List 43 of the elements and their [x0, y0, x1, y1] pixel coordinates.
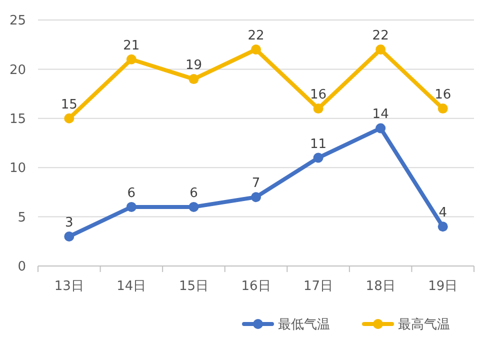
point	[251, 44, 261, 55]
point	[188, 74, 199, 84]
x-tick-label: 15日	[178, 279, 208, 294]
legend-label: 最低气温	[278, 318, 330, 333]
point	[313, 152, 324, 163]
data-label: 3	[65, 215, 74, 230]
y-tick-label: 0	[18, 260, 26, 275]
y-tick-label: 15	[9, 112, 26, 127]
data-label: 16	[310, 88, 327, 103]
y-tick-label: 20	[9, 62, 26, 78]
point	[126, 202, 136, 212]
data-label: 21	[123, 38, 140, 54]
data-label: 6	[190, 186, 198, 201]
point	[188, 202, 199, 212]
x-tick-label: 14日	[116, 279, 146, 294]
x-tick-label: 16日	[241, 279, 271, 294]
data-label: 16	[434, 88, 452, 103]
point	[64, 113, 74, 124]
data-label: 4	[438, 206, 447, 221]
x-tick-label: 19日	[428, 279, 458, 294]
point	[438, 104, 448, 114]
y-tick-label: 10	[9, 161, 26, 176]
y-tick-label: 5	[18, 210, 26, 226]
data-label: 19	[185, 58, 202, 74]
point	[313, 104, 324, 114]
legend-label: 最高气温	[398, 316, 450, 333]
data-label: 22	[372, 28, 389, 44]
data-label: 14	[372, 107, 389, 122]
data-label: 15	[60, 97, 78, 112]
data-label: 6	[127, 186, 136, 201]
point	[126, 54, 136, 64]
point	[251, 192, 261, 202]
x-tick-label: 13日	[54, 279, 84, 294]
data-label: 7	[252, 176, 260, 192]
point	[376, 44, 386, 55]
x-tick-label: 17日	[304, 279, 334, 294]
point	[64, 231, 74, 242]
point	[438, 222, 448, 232]
data-label: 11	[310, 136, 327, 152]
point	[376, 123, 386, 134]
y-tick-label: 25	[9, 14, 26, 29]
data-label: 22	[248, 28, 264, 44]
x-tick-label: 18日	[366, 279, 396, 294]
